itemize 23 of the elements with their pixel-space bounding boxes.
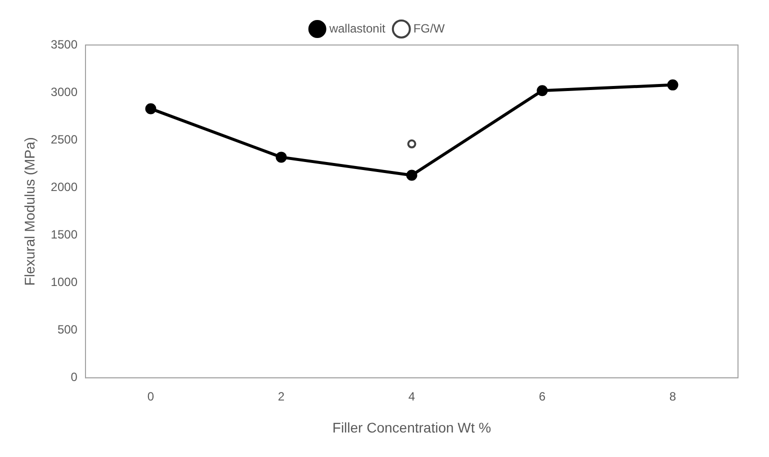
legend-label: wallastonit bbox=[328, 21, 386, 36]
x-tick-label: 8 bbox=[669, 389, 676, 404]
point bbox=[407, 139, 416, 148]
point bbox=[145, 103, 156, 114]
y-tick-label: 1000 bbox=[50, 275, 78, 290]
y-tick-label: 2000 bbox=[50, 180, 78, 194]
point bbox=[667, 79, 678, 90]
y-axis-title: Flexural Modulus (MPa) bbox=[21, 137, 38, 286]
y-tick-label: 0 bbox=[70, 370, 78, 384]
y-tick-label: 2500 bbox=[50, 132, 78, 146]
point bbox=[406, 170, 418, 181]
x-tick-label: 4 bbox=[408, 389, 416, 404]
x-tick-label: 6 bbox=[538, 389, 546, 404]
y-tick-label: 3500 bbox=[50, 37, 78, 52]
point bbox=[536, 85, 548, 96]
y-tick-label: 3000 bbox=[50, 84, 78, 99]
y-tick-label: 500 bbox=[57, 322, 78, 337]
x-tick-label: 2 bbox=[278, 389, 285, 404]
x-tick-label: 0 bbox=[147, 389, 154, 404]
y-tick-label: 1500 bbox=[50, 227, 78, 242]
x-axis-title: Filler Concentration Wt % bbox=[332, 419, 492, 436]
point bbox=[276, 152, 287, 163]
legend-label: FG/W bbox=[413, 21, 446, 36]
